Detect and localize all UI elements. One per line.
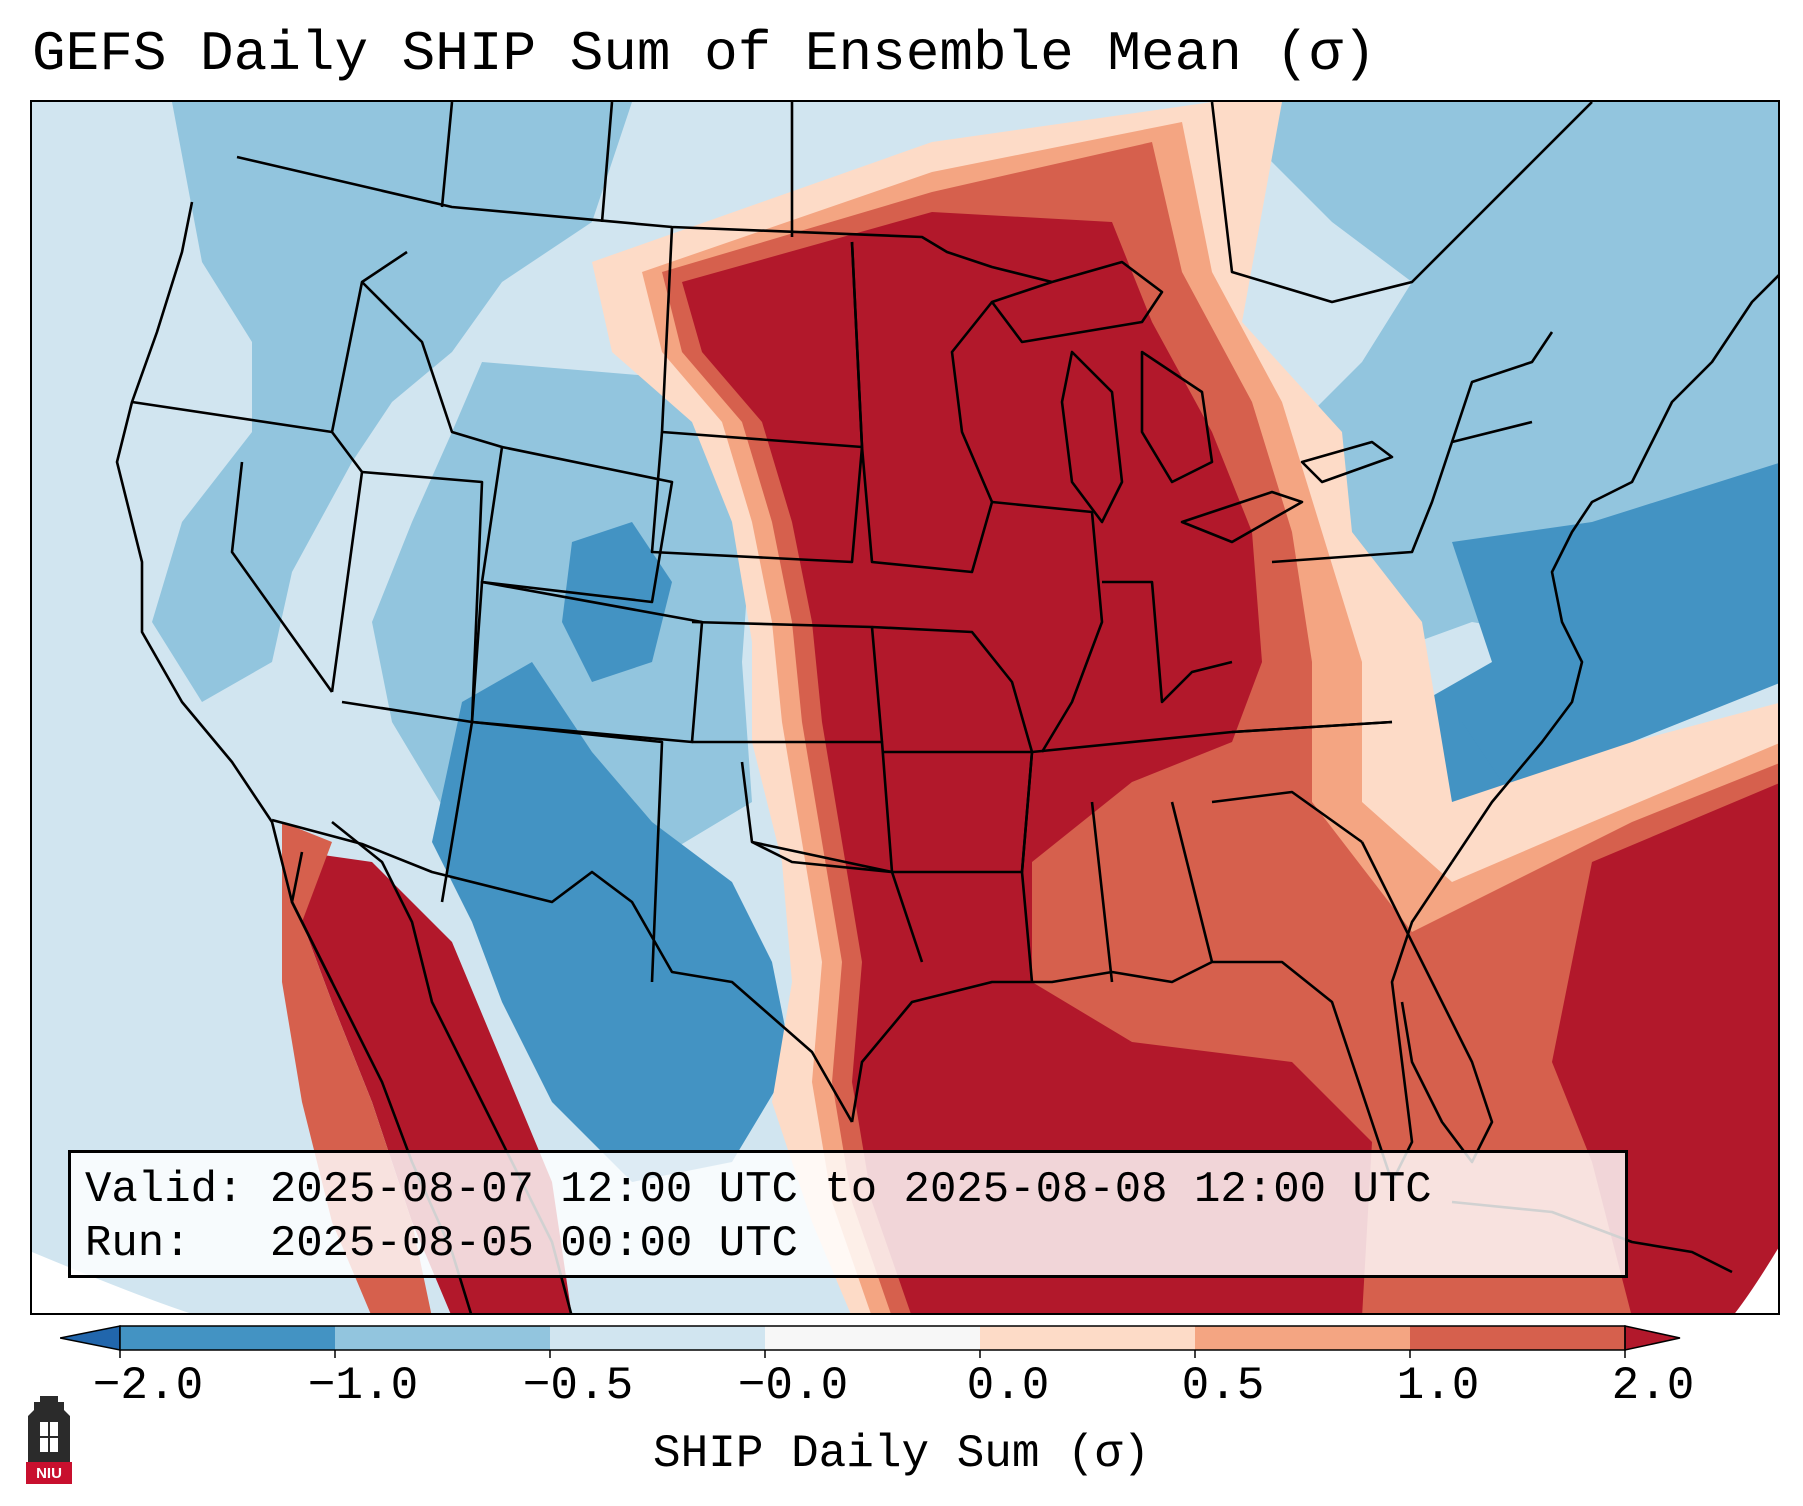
state-line-new-england <box>1450 331 1554 443</box>
map-panel: Valid: 2025-08-07 12:00 UTC to 2025-08-0… <box>30 100 1780 1315</box>
run-time: 2025-08-05 00:00 UTC <box>269 1219 798 1269</box>
colorbar-extend-low <box>60 1325 121 1351</box>
colorbar-ticks <box>119 1350 1626 1358</box>
state-line-id-mt <box>361 281 503 449</box>
coastline-west <box>115 201 334 983</box>
state-line-wy <box>480 445 674 604</box>
colorbar-tick-label: 0.0 <box>966 1360 1050 1412</box>
coastline-gulf <box>850 861 1454 1184</box>
state-line-wi-il <box>991 500 1104 753</box>
state-line-in-oh <box>1102 580 1233 704</box>
state-line-az-nm <box>440 721 474 903</box>
niu-logo: NIU <box>20 1392 78 1484</box>
colorbar-extend-high <box>1624 1325 1681 1351</box>
state-line-ms-al <box>1020 751 1034 983</box>
valid-time-range: 2025-08-07 12:00 UTC to 2025-08-08 12:00… <box>269 1165 1432 1215</box>
boundary-lines <box>115 102 1778 1313</box>
field-region-dark-blue-desert <box>432 662 792 1182</box>
border-us-canada <box>236 155 1053 284</box>
border-canada-provinces <box>440 102 1593 304</box>
lake-erie-outline <box>1180 490 1304 544</box>
colorbar-bin-zero-05 <box>980 1326 1195 1350</box>
field-region-medium-blue-north <box>152 102 632 702</box>
colorbar-tick-label: −1.0 <box>307 1360 419 1412</box>
state-line-ga-sc <box>1211 790 1363 844</box>
colorbar-outline <box>119 1325 1626 1351</box>
colorbar <box>60 1325 1681 1358</box>
niu-tower-icon <box>26 1396 72 1484</box>
colorbar-tick-label: −0.5 <box>522 1360 634 1412</box>
state-line-ca-nv <box>230 461 334 693</box>
colorbar-bin-minus05-zero <box>550 1326 765 1350</box>
lake-ontario-outline <box>1300 440 1394 484</box>
state-line-va-nc <box>1231 720 1393 734</box>
valid-run-info-box: Valid: 2025-08-07 12:00 UTC to 2025-08-0… <box>68 1150 1628 1278</box>
projection-corner-bottom-right <box>1735 1248 1778 1313</box>
lake-huron-outline <box>1140 350 1214 484</box>
projection-corner-bottom-left <box>32 1252 190 1313</box>
colorbar-bin-minus2-minus1 <box>120 1326 335 1350</box>
colorbar-tick-label: −2.0 <box>92 1360 204 1412</box>
colorbar-tick-label: 1.0 <box>1396 1360 1480 1412</box>
lake-superior-outline <box>990 260 1164 344</box>
state-line-mo-ar <box>871 625 1034 754</box>
colorbar-bin-05-1 <box>1195 1326 1410 1350</box>
colorbar-label: SHIP Daily Sum (σ) <box>653 1428 1150 1480</box>
state-line-mn-ia <box>850 241 994 574</box>
colorbar-tick-label: 0.5 <box>1181 1360 1265 1412</box>
colorbar-bin-minus1-minus05 <box>335 1326 550 1350</box>
state-line-ks-ok <box>692 740 894 874</box>
state-line-pnw <box>131 250 408 434</box>
niu-logo-text: NIU <box>36 1465 62 1482</box>
valid-label: Valid: <box>85 1165 244 1215</box>
colorbar-bin-zero <box>765 1326 980 1350</box>
run-label: Run: <box>85 1219 191 1269</box>
field-region-dark-red-core <box>682 212 1372 1313</box>
state-line-sd-ne <box>650 431 864 564</box>
coastline-florida <box>1360 841 1494 1164</box>
colorbar-bin-1-2 <box>1410 1326 1625 1350</box>
coastline-atlantic <box>1450 274 1778 863</box>
state-line-ut-az <box>341 470 484 724</box>
border-us-mexico <box>271 818 854 1123</box>
state-line-al-ga <box>1090 801 1214 983</box>
field-region-dark-blue-rockies <box>562 522 672 682</box>
lake-michigan-outline <box>1060 350 1124 524</box>
ship-field-map <box>32 102 1778 1313</box>
colorbar-tick-label: −0.0 <box>737 1360 849 1412</box>
state-line-pa-ny <box>1271 420 1533 564</box>
colorbar-tick-label: 2.0 <box>1611 1360 1695 1412</box>
state-line-nm <box>471 720 664 983</box>
chart-title: GEFS Daily SHIP Sum of Ensemble Mean (σ) <box>32 22 1377 86</box>
